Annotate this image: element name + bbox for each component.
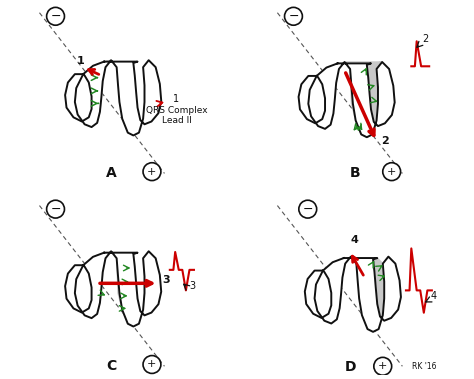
- Text: +: +: [378, 361, 387, 371]
- Text: 3: 3: [190, 282, 196, 291]
- Text: −: −: [50, 10, 61, 23]
- Circle shape: [143, 356, 161, 373]
- Polygon shape: [65, 265, 91, 313]
- Text: 4: 4: [351, 235, 359, 245]
- Circle shape: [284, 7, 302, 25]
- Circle shape: [143, 163, 161, 180]
- Polygon shape: [373, 257, 401, 321]
- Polygon shape: [89, 251, 161, 326]
- Text: RK '16: RK '16: [412, 362, 437, 371]
- Polygon shape: [305, 271, 331, 318]
- Circle shape: [46, 200, 64, 218]
- Polygon shape: [308, 62, 395, 137]
- Text: 2: 2: [422, 34, 428, 44]
- Polygon shape: [315, 257, 401, 332]
- Text: B: B: [350, 166, 360, 180]
- Text: QRS Complex
Lead II: QRS Complex Lead II: [146, 106, 208, 125]
- Circle shape: [383, 163, 401, 180]
- Text: −: −: [288, 10, 299, 23]
- Text: +: +: [147, 167, 156, 177]
- Circle shape: [299, 200, 317, 218]
- Text: C: C: [106, 359, 116, 373]
- Polygon shape: [65, 74, 91, 122]
- Circle shape: [374, 357, 392, 375]
- Text: +: +: [147, 360, 156, 370]
- Polygon shape: [75, 251, 161, 326]
- Text: −: −: [50, 203, 61, 216]
- Text: 3: 3: [163, 275, 170, 285]
- Text: A: A: [106, 166, 116, 180]
- Circle shape: [46, 7, 64, 25]
- Polygon shape: [75, 60, 161, 135]
- Text: 1: 1: [76, 56, 84, 66]
- Text: −: −: [302, 203, 313, 216]
- Polygon shape: [299, 76, 325, 123]
- Text: +: +: [387, 167, 396, 177]
- Text: D: D: [345, 360, 356, 374]
- Text: 1: 1: [173, 94, 180, 104]
- Text: 2: 2: [381, 136, 389, 146]
- Polygon shape: [345, 62, 395, 137]
- Polygon shape: [89, 60, 111, 123]
- Text: 4: 4: [430, 291, 436, 301]
